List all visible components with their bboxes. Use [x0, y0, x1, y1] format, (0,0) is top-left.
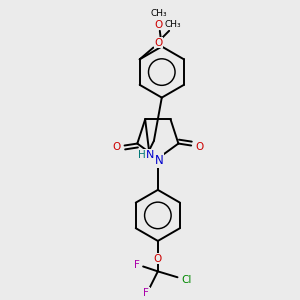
Text: F: F: [134, 260, 140, 269]
Text: Cl: Cl: [181, 275, 191, 285]
Text: N: N: [154, 154, 163, 167]
Text: O: O: [112, 142, 121, 152]
Text: O: O: [195, 142, 203, 152]
Text: H: H: [138, 149, 146, 160]
Text: O: O: [154, 38, 163, 48]
Text: CH₃: CH₃: [165, 20, 182, 29]
Text: O: O: [154, 254, 162, 264]
Text: F: F: [143, 288, 149, 298]
Text: CH₃: CH₃: [151, 9, 167, 18]
Text: N: N: [146, 149, 154, 160]
Text: O: O: [155, 20, 163, 30]
